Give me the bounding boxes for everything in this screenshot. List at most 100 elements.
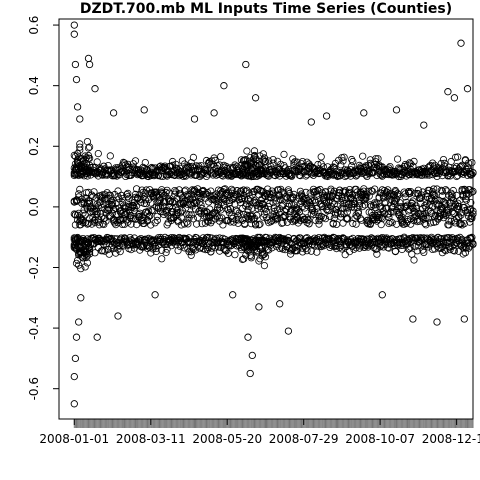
- lower-cluster-point: [408, 234, 416, 242]
- band-point: [330, 187, 338, 195]
- lower-cluster-point: [395, 240, 403, 248]
- lower-cluster-point: [83, 252, 92, 260]
- band-point: [402, 219, 410, 227]
- data-point: [210, 109, 218, 117]
- band-point: [265, 202, 273, 211]
- lower-cluster-point: [152, 247, 160, 256]
- band-point: [234, 216, 242, 224]
- upper-cluster-point: [245, 157, 253, 165]
- band-point: [207, 187, 215, 195]
- band-point: [371, 185, 379, 193]
- lower-cluster-point: [247, 254, 255, 262]
- band-point: [79, 218, 87, 227]
- upper-cluster-point: [317, 153, 325, 161]
- upper-cluster-point: [261, 157, 270, 165]
- lower-cluster-point: [314, 242, 322, 250]
- upper-cluster-point: [200, 165, 208, 173]
- y-tick-label: 0.6: [27, 16, 41, 35]
- band-point: [197, 201, 205, 209]
- y-tick-label: 0.0: [27, 197, 41, 216]
- upper-cluster-point: [440, 159, 449, 167]
- band-point: [449, 186, 457, 195]
- band-point: [340, 200, 348, 208]
- data-point: [190, 115, 199, 123]
- band-point: [308, 206, 316, 214]
- band-point: [124, 193, 132, 201]
- band-point: [256, 186, 264, 194]
- band-point: [130, 204, 138, 212]
- band-point: [332, 206, 341, 214]
- upper-cluster-point: [269, 156, 277, 164]
- band-point: [337, 210, 345, 218]
- band-point: [79, 216, 87, 224]
- upper-cluster-point: [454, 153, 462, 161]
- upper-cluster-point: [280, 150, 288, 158]
- band-point: [81, 219, 89, 227]
- lower-cluster-point: [413, 247, 421, 255]
- band-point: [288, 195, 296, 203]
- band-point: [460, 185, 468, 193]
- upper-cluster-point: [253, 161, 261, 170]
- upper-cluster-point: [86, 143, 94, 151]
- band-point: [445, 217, 453, 225]
- band-point: [372, 201, 380, 209]
- band-point: [308, 205, 316, 213]
- band-point: [457, 211, 465, 219]
- band-point: [172, 210, 180, 218]
- upper-cluster-point: [159, 172, 167, 180]
- band-point: [228, 185, 236, 193]
- band-point: [262, 208, 271, 216]
- lower-cluster-point: [410, 256, 418, 264]
- upper-cluster-point: [122, 172, 130, 180]
- data-point: [463, 85, 472, 93]
- upper-cluster-point: [165, 170, 173, 179]
- band-point: [106, 191, 114, 199]
- band-point: [378, 215, 386, 223]
- band-point: [122, 211, 130, 219]
- band-point: [189, 215, 197, 223]
- band-point: [174, 208, 182, 217]
- band-point: [442, 199, 450, 208]
- data-bands: [70, 138, 477, 273]
- upper-cluster-point: [349, 157, 357, 166]
- upper-cluster-point: [86, 154, 94, 162]
- band-point: [468, 214, 476, 222]
- data-point: [360, 109, 368, 117]
- lower-cluster-point: [331, 243, 339, 251]
- band-point: [409, 197, 417, 205]
- band-point: [315, 220, 323, 228]
- band-point: [196, 206, 204, 215]
- band-point: [90, 217, 98, 225]
- band-point: [99, 194, 107, 203]
- x-tick-label: 2008-01-01: [39, 432, 109, 446]
- band-point: [153, 216, 161, 224]
- band-point: [296, 217, 304, 225]
- band-point: [216, 214, 224, 222]
- data-point: [71, 60, 80, 69]
- lower-cluster-point: [280, 235, 288, 243]
- band-point: [305, 220, 313, 228]
- upper-cluster-point: [464, 159, 473, 167]
- data-point: [392, 106, 401, 114]
- upper-cluster-point: [468, 170, 476, 179]
- x-tick-label: 2008-05-20: [192, 432, 262, 446]
- band-point: [371, 216, 379, 224]
- band-point: [468, 212, 476, 220]
- band-point: [169, 204, 177, 213]
- band-point: [183, 218, 191, 226]
- lower-cluster-point: [162, 248, 170, 257]
- band-point: [440, 198, 449, 207]
- lower-cluster-point: [174, 247, 182, 255]
- lower-cluster-point: [289, 245, 297, 253]
- lower-cluster-point: [113, 235, 121, 243]
- band-point: [136, 209, 144, 217]
- band-point: [388, 219, 396, 227]
- lower-cluster-point: [72, 259, 81, 267]
- band-point: [381, 198, 390, 206]
- band-point: [329, 219, 337, 227]
- band-point: [71, 221, 80, 229]
- upper-cluster-point: [356, 163, 365, 171]
- data-point: [75, 318, 83, 326]
- upper-cluster-point: [139, 171, 147, 180]
